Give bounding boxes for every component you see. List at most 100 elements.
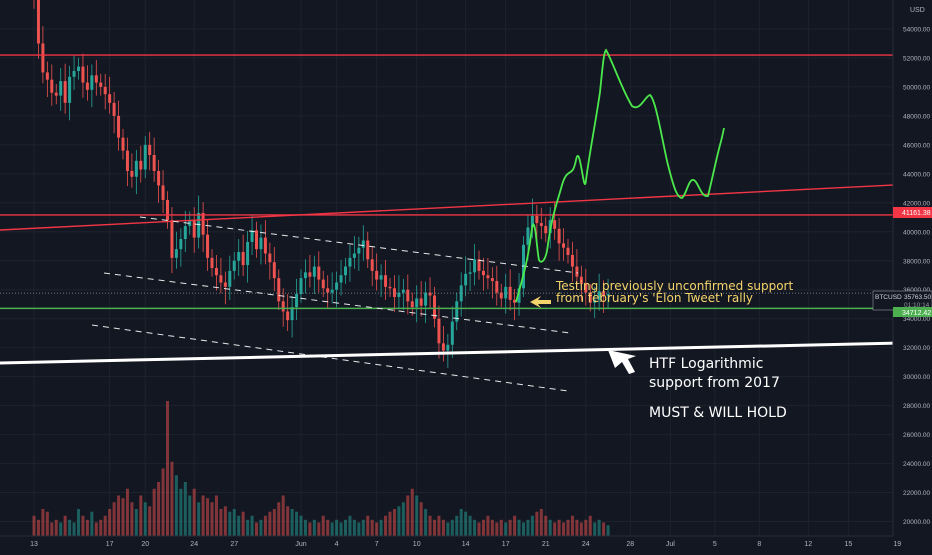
- candle-body: [219, 275, 223, 283]
- candle-body: [108, 94, 112, 103]
- volume-bar: [428, 515, 432, 536]
- volume-bar: [530, 515, 534, 536]
- rising-resistance-trendline[interactable]: [0, 184, 894, 231]
- volume-bar: [504, 522, 508, 536]
- candle-body: [103, 86, 107, 95]
- volume-bar: [584, 519, 588, 536]
- volume-bar: [468, 515, 472, 536]
- candle-body: [486, 275, 490, 279]
- candle-body: [388, 286, 392, 289]
- volume-bar: [72, 522, 76, 536]
- candle-body: [326, 288, 330, 293]
- volume-bar: [197, 502, 201, 536]
- price-tick-label: 42000.00: [903, 200, 930, 207]
- volume-bar: [219, 509, 223, 536]
- support-price-label: 34712.42: [902, 310, 931, 317]
- volume-bar: [99, 519, 103, 536]
- price-tick-label: 38000.00: [903, 258, 930, 265]
- candle-body: [375, 270, 379, 280]
- time-tick-label: 4: [335, 541, 339, 548]
- time-tick-label: 17: [502, 541, 510, 548]
- volume-bar: [59, 522, 63, 536]
- projected-price-path[interactable]: [515, 48, 725, 303]
- time-tick-label: 12: [804, 541, 812, 548]
- candle-body: [579, 276, 583, 284]
- volume-bar: [602, 522, 606, 536]
- volume-bar: [152, 488, 156, 536]
- volume-bar: [526, 519, 530, 536]
- channel-middle-dashed-line[interactable]: [103, 272, 571, 334]
- candle-body: [415, 298, 419, 308]
- volume-bar: [134, 509, 138, 536]
- candle-body: [450, 321, 454, 345]
- time-tick-label: 7: [375, 541, 379, 548]
- candle-body: [112, 102, 116, 116]
- volume-bar: [397, 506, 401, 536]
- volume-bar: [188, 495, 192, 536]
- candle-body: [77, 66, 80, 71]
- volume-bar: [481, 519, 485, 536]
- volume-bar: [522, 522, 525, 536]
- candle-body: [401, 289, 405, 293]
- volume-bar: [419, 502, 423, 536]
- resistance-price-badge: [893, 207, 932, 218]
- candle-body: [357, 247, 361, 254]
- candle-body: [281, 301, 285, 312]
- resistance-price-label: 41161.38: [902, 210, 931, 217]
- candle-body: [99, 82, 103, 87]
- candle-body: [517, 288, 521, 303]
- candle-body: [366, 240, 370, 260]
- candle-body: [54, 92, 58, 96]
- volume-bar: [170, 461, 174, 536]
- volume-bar: [441, 519, 445, 536]
- time-axis-panel[interactable]: [0, 536, 893, 550]
- candle-body: [214, 268, 218, 276]
- channel-upper-dashed-line[interactable]: [139, 216, 579, 274]
- channel-lower-dashed-line[interactable]: [91, 324, 569, 392]
- price-tick-label: 30000.00: [903, 374, 930, 381]
- time-tick-label: 15: [844, 541, 852, 548]
- volume-bar: [415, 495, 419, 536]
- volume-bar: [535, 511, 539, 536]
- candle-body: [570, 254, 574, 267]
- must-hold-annotation: MUST & WILL HOLD: [649, 405, 787, 421]
- support-price-badge: [893, 307, 932, 317]
- candle-body: [121, 137, 125, 151]
- candle-body: [419, 298, 423, 306]
- candle-body: [593, 299, 597, 303]
- candle-body: [539, 223, 543, 226]
- time-tick-label: Jun: [295, 541, 306, 548]
- candle-body: [424, 292, 428, 306]
- volume-bar: [433, 519, 436, 536]
- price-axis-panel[interactable]: [893, 0, 932, 550]
- horizontal-levels[interactable]: [0, 54, 893, 310]
- volume-bar: [575, 519, 579, 536]
- volume-bar: [263, 515, 267, 536]
- candle-body: [526, 227, 530, 245]
- candle-body: [223, 282, 227, 287]
- candle-body: [588, 292, 592, 303]
- volume-bar: [54, 519, 58, 536]
- volume-bar: [81, 515, 85, 536]
- candle-body: [464, 273, 468, 286]
- volume-bar: [597, 519, 601, 536]
- candle-body: [201, 212, 205, 235]
- current-price-label: 35763.50: [904, 294, 931, 301]
- candle-body: [321, 279, 325, 289]
- time-axis-ticks: 13 17 20 24 27 Jun 4 7 10 14 17 21 24 28 Jul 5 8 12 15 19: [30, 541, 901, 548]
- candle-body: [317, 266, 321, 280]
- candle-body: [125, 150, 129, 171]
- candle-body: [446, 344, 450, 351]
- volume-bar: [241, 511, 245, 536]
- candle-body: [562, 243, 566, 248]
- candle-body: [50, 79, 54, 93]
- candle-body: [597, 291, 601, 300]
- htf-logarithmic-support-line[interactable]: [0, 341, 901, 365]
- volume-bar: [366, 515, 370, 536]
- htf-annotation-line2: support from 2017: [649, 375, 780, 391]
- candle-body: [130, 170, 134, 177]
- time-tick-label: 27: [230, 541, 238, 548]
- time-tick-label: 21: [542, 541, 550, 548]
